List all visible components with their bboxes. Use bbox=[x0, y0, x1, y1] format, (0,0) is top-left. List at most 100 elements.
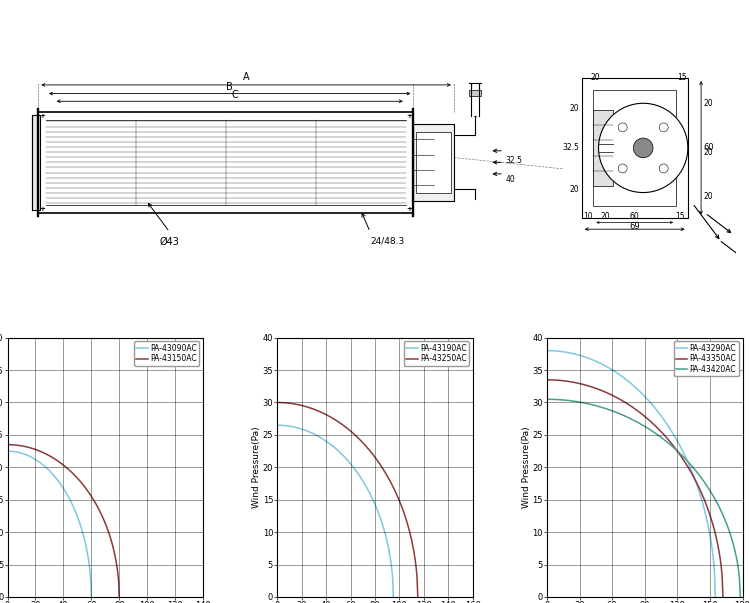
PA-43420AC bbox=[554, 396, 563, 403]
PA-43090AC bbox=[19, 450, 28, 457]
PA-43290AC bbox=[703, 516, 712, 523]
PA-43150AC bbox=[115, 593, 124, 601]
Circle shape bbox=[659, 164, 668, 173]
Text: C: C bbox=[231, 90, 238, 100]
PA-43420AC bbox=[736, 593, 745, 601]
Text: B: B bbox=[226, 81, 233, 92]
Bar bbox=[416, 131, 451, 193]
Circle shape bbox=[598, 103, 688, 192]
PA-43290AC bbox=[549, 347, 558, 355]
Line: PA-43190AC: PA-43190AC bbox=[278, 425, 393, 597]
PA-43420AC bbox=[542, 396, 551, 403]
PA-43250AC bbox=[406, 532, 416, 540]
PA-43350AC bbox=[590, 384, 598, 391]
Text: +: + bbox=[406, 206, 412, 212]
Text: 20: 20 bbox=[569, 104, 579, 113]
PA-43090AC bbox=[6, 447, 15, 455]
Legend: PA-43190AC, PA-43250AC: PA-43190AC, PA-43250AC bbox=[404, 341, 469, 365]
Bar bbox=[32, 115, 40, 210]
PA-43090AC bbox=[87, 593, 96, 601]
Text: 20: 20 bbox=[600, 212, 610, 221]
Bar bbox=[582, 78, 688, 218]
PA-43250AC bbox=[413, 593, 422, 601]
PA-43350AC bbox=[718, 593, 728, 601]
PA-43150AC bbox=[109, 546, 118, 553]
PA-43420AC bbox=[578, 399, 587, 406]
PA-43290AC bbox=[574, 352, 583, 359]
Text: +: + bbox=[39, 206, 45, 212]
Text: 20: 20 bbox=[569, 185, 579, 194]
PA-43090AC bbox=[80, 534, 88, 541]
PA-43190AC bbox=[383, 540, 392, 547]
Text: Ø43: Ø43 bbox=[160, 237, 179, 247]
Text: 24/48.3: 24/48.3 bbox=[370, 237, 404, 246]
PA-43090AC bbox=[82, 548, 92, 555]
Circle shape bbox=[618, 123, 627, 132]
Line: PA-43420AC: PA-43420AC bbox=[547, 399, 740, 597]
PA-43150AC bbox=[105, 532, 114, 539]
PA-43290AC bbox=[542, 347, 551, 354]
PA-43190AC bbox=[273, 421, 282, 429]
PA-43150AC bbox=[3, 441, 12, 448]
PA-43150AC bbox=[24, 444, 33, 451]
PA-43290AC bbox=[711, 593, 720, 601]
PA-43150AC bbox=[10, 441, 19, 449]
PA-43350AC bbox=[550, 376, 559, 384]
Text: 10: 10 bbox=[583, 212, 592, 221]
Text: 15: 15 bbox=[675, 212, 685, 221]
PA-43190AC bbox=[379, 524, 388, 531]
PA-43250AC bbox=[273, 399, 282, 406]
Circle shape bbox=[618, 164, 627, 173]
Line: PA-43150AC: PA-43150AC bbox=[8, 444, 119, 597]
Y-axis label: Wind Pressure(Pa): Wind Pressure(Pa) bbox=[522, 426, 531, 508]
Text: 32.5: 32.5 bbox=[562, 144, 579, 153]
Text: 69: 69 bbox=[629, 222, 640, 231]
Text: 20: 20 bbox=[703, 192, 712, 201]
PA-43250AC bbox=[278, 399, 287, 406]
PA-43090AC bbox=[26, 453, 34, 460]
PA-43350AC bbox=[575, 380, 584, 387]
Bar bbox=[470, 90, 481, 96]
PA-43090AC bbox=[3, 447, 12, 455]
Line: PA-43250AC: PA-43250AC bbox=[278, 402, 418, 597]
PA-43420AC bbox=[719, 513, 728, 520]
PA-43250AC bbox=[401, 515, 410, 522]
Line: PA-43090AC: PA-43090AC bbox=[8, 451, 92, 597]
Text: 40: 40 bbox=[506, 175, 515, 184]
PA-43350AC bbox=[554, 377, 562, 384]
Text: 20: 20 bbox=[703, 99, 712, 108]
Circle shape bbox=[633, 138, 653, 158]
Text: +: + bbox=[39, 113, 45, 119]
PA-43350AC bbox=[542, 376, 551, 384]
PA-43290AC bbox=[553, 347, 562, 355]
PA-43090AC bbox=[8, 448, 17, 455]
PA-43350AC bbox=[710, 525, 718, 532]
Text: 20: 20 bbox=[703, 148, 712, 157]
Line: PA-43290AC: PA-43290AC bbox=[547, 350, 716, 597]
PA-43420AC bbox=[550, 396, 560, 403]
PA-43190AC bbox=[278, 421, 286, 429]
Text: A: A bbox=[243, 72, 250, 82]
Bar bbox=[593, 110, 613, 186]
Text: 32.5: 32.5 bbox=[506, 156, 523, 165]
PA-43420AC bbox=[726, 531, 735, 538]
PA-43150AC bbox=[33, 446, 42, 453]
PA-43250AC bbox=[310, 406, 320, 413]
PA-43290AC bbox=[587, 356, 596, 363]
Bar bbox=[593, 90, 676, 206]
Y-axis label: Wind Pressure(Pa): Wind Pressure(Pa) bbox=[252, 426, 261, 508]
PA-43190AC bbox=[388, 593, 398, 601]
Line: PA-43350AC: PA-43350AC bbox=[547, 380, 723, 597]
Bar bbox=[413, 124, 454, 201]
Legend: PA-43290AC, PA-43350AC, PA-43420AC: PA-43290AC, PA-43350AC, PA-43420AC bbox=[674, 341, 739, 376]
Text: 60: 60 bbox=[703, 144, 714, 153]
PA-43190AC bbox=[280, 422, 289, 429]
PA-43190AC bbox=[294, 425, 303, 432]
PA-43150AC bbox=[8, 441, 16, 449]
Text: +: + bbox=[406, 113, 412, 119]
Circle shape bbox=[659, 123, 668, 132]
PA-43420AC bbox=[594, 403, 603, 410]
Text: 20: 20 bbox=[590, 74, 600, 83]
PA-43350AC bbox=[704, 505, 712, 513]
PA-43250AC bbox=[299, 402, 308, 409]
